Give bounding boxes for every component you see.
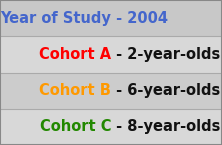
Text: Cohort C: Cohort C	[40, 119, 111, 134]
Text: - 6-year-olds: - 6-year-olds	[111, 83, 220, 98]
Text: Year of Study: Year of Study	[0, 11, 111, 26]
Bar	[0, 109, 222, 145]
Bar	[0, 72, 222, 109]
Bar	[0, 0, 222, 36]
Text: - 2-year-olds: - 2-year-olds	[111, 47, 220, 62]
Bar	[0, 36, 222, 72]
Text: Cohort B: Cohort B	[39, 83, 111, 98]
Text: Cohort A: Cohort A	[39, 47, 111, 62]
Text: - 2004: - 2004	[111, 11, 168, 26]
Text: - 8-year-olds: - 8-year-olds	[111, 119, 220, 134]
